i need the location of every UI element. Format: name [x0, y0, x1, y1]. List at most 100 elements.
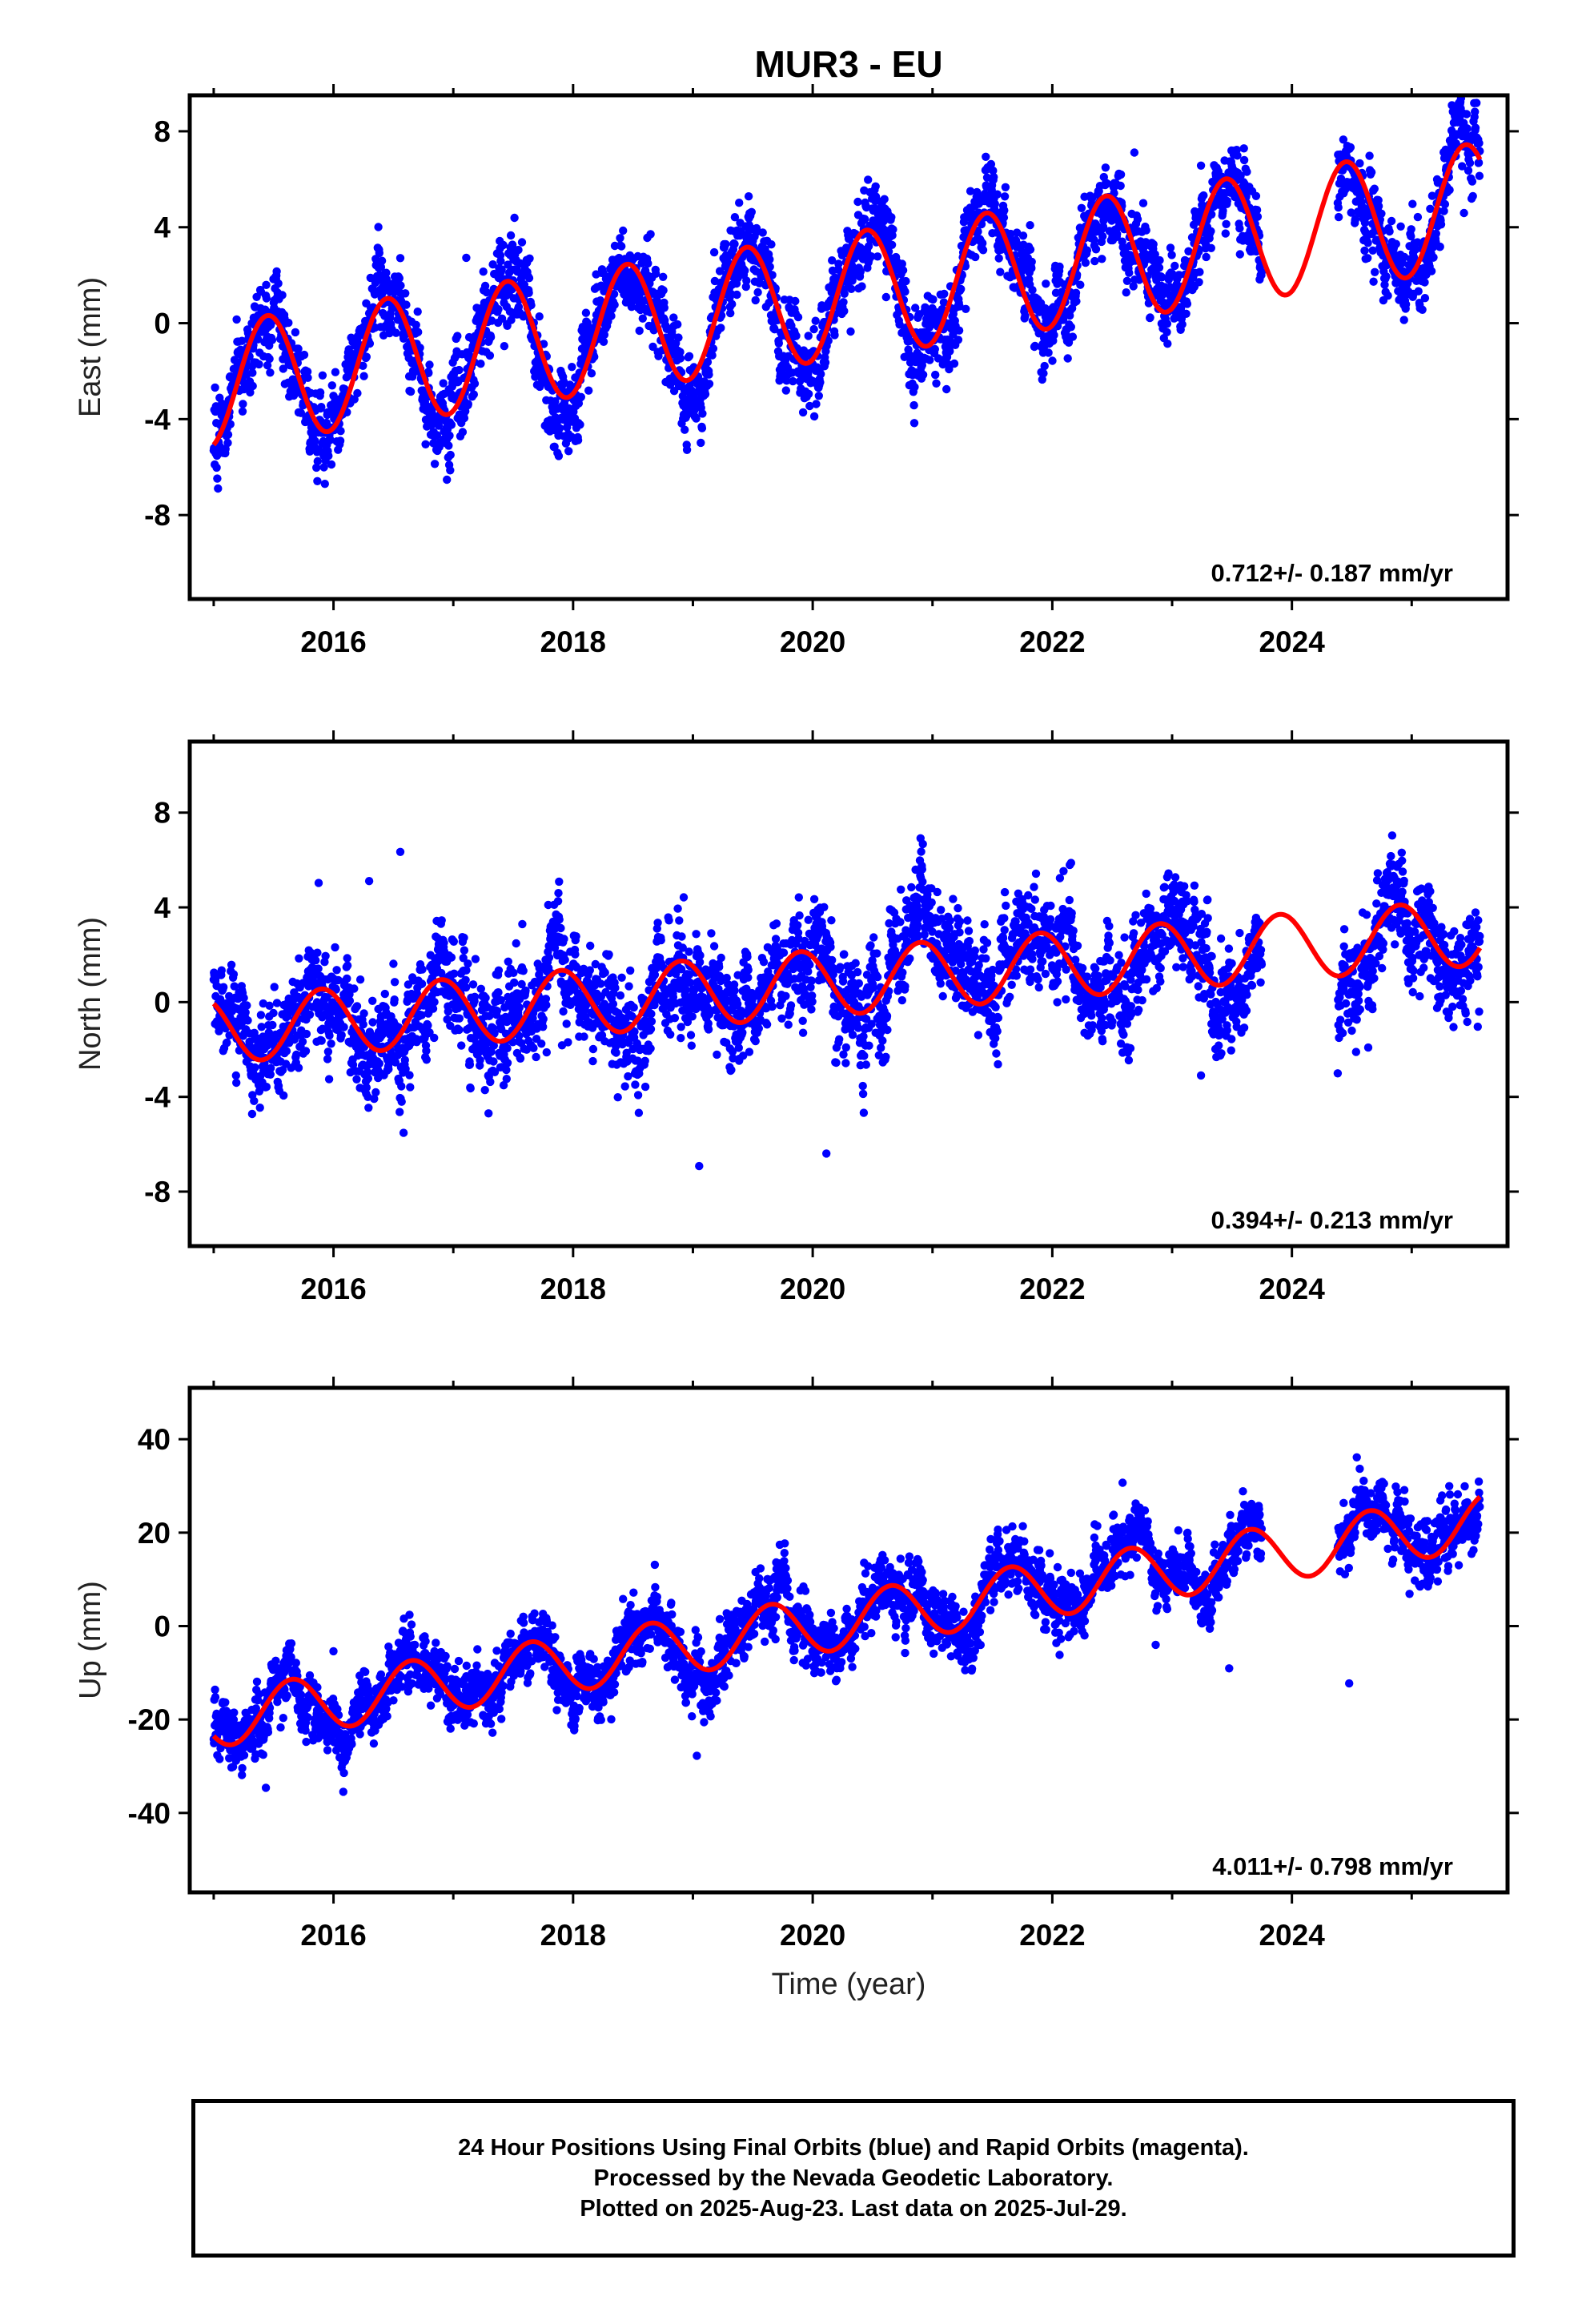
- data-point: [507, 316, 516, 324]
- data-point: [765, 262, 774, 271]
- data-point: [1235, 224, 1244, 233]
- data-point: [674, 333, 683, 342]
- data-point: [319, 463, 328, 472]
- data-point: [620, 1082, 629, 1091]
- data-point: [765, 255, 774, 264]
- data-point: [1081, 258, 1090, 267]
- data-point: [676, 348, 685, 356]
- data-point: [1207, 243, 1216, 252]
- data-point: [1195, 267, 1204, 276]
- data-point: [500, 342, 509, 351]
- data-point: [932, 379, 941, 388]
- data-point: [1098, 255, 1106, 263]
- data-point: [604, 950, 613, 959]
- data-point: [753, 287, 762, 297]
- data-point: [918, 370, 928, 380]
- data-point: [1155, 255, 1164, 265]
- data-point: [223, 1038, 231, 1047]
- data-point: [646, 230, 655, 239]
- data-point: [708, 351, 717, 360]
- data-point: [232, 1078, 241, 1088]
- data-point: [887, 213, 896, 222]
- data-point: [527, 300, 536, 310]
- data-point: [571, 950, 580, 959]
- data-point: [1219, 206, 1227, 215]
- data-point: [1082, 246, 1092, 255]
- data-point: [559, 1007, 568, 1016]
- data-point: [428, 1004, 438, 1013]
- data-point: [1090, 256, 1099, 266]
- data-point: [368, 1018, 377, 1027]
- data-point: [1071, 288, 1081, 297]
- x-tick-label: 2018: [540, 625, 606, 658]
- x-tick-label: 2022: [1019, 625, 1085, 658]
- data-point: [1440, 199, 1450, 209]
- data-point: [946, 347, 954, 356]
- data-point: [979, 50, 987, 58]
- data-point: [1257, 267, 1267, 276]
- data-point: [1413, 212, 1423, 222]
- data-point: [464, 959, 472, 968]
- data-point: [363, 1092, 372, 1102]
- data-point: [1239, 155, 1249, 165]
- data-point: [692, 414, 701, 423]
- data-point: [1116, 181, 1125, 191]
- data-point: [417, 979, 427, 988]
- data-point: [299, 350, 309, 360]
- data-point: [443, 1015, 452, 1024]
- data-point: [430, 1033, 439, 1043]
- data-point: [335, 436, 345, 445]
- data-point: [455, 365, 464, 375]
- east-rate-label: 0.712+/- 0.187 mm/yr: [1211, 559, 1453, 587]
- data-point: [529, 1043, 538, 1052]
- data-point: [1408, 199, 1417, 208]
- data-point: [265, 1001, 274, 1011]
- data-point: [539, 1023, 548, 1031]
- data-point: [444, 1007, 452, 1016]
- data-point: [251, 1063, 259, 1072]
- data-point: [1334, 212, 1343, 222]
- data-point: [1365, 151, 1374, 160]
- data-point: [458, 428, 468, 436]
- data-point: [1407, 225, 1415, 234]
- data-point: [611, 983, 620, 992]
- data-point: [804, 389, 813, 399]
- data-point: [812, 400, 821, 408]
- data-point: [880, 195, 889, 203]
- data-point: [562, 1019, 571, 1028]
- data-point: [1055, 262, 1064, 271]
- data-point: [1195, 278, 1203, 287]
- data-point: [476, 1055, 484, 1065]
- data-point: [313, 948, 322, 957]
- data-point: [1042, 279, 1050, 288]
- data-point: [1407, 231, 1415, 241]
- data-point: [484, 1109, 493, 1118]
- data-point: [1040, 361, 1049, 371]
- data-point: [350, 984, 359, 993]
- data-point: [626, 966, 635, 975]
- data-point: [268, 1020, 277, 1030]
- data-point: [580, 1032, 588, 1041]
- data-point: [659, 286, 668, 295]
- data-point: [982, 152, 990, 161]
- data-point: [243, 1001, 251, 1010]
- data-point: [450, 969, 459, 979]
- data-point: [490, 1068, 500, 1077]
- data-point: [337, 1031, 346, 1039]
- data-point: [909, 419, 919, 428]
- data-point: [612, 1048, 620, 1057]
- data-point: [311, 436, 319, 445]
- data-point: [1374, 202, 1383, 211]
- data-point: [323, 1047, 333, 1056]
- data-point: [499, 240, 508, 250]
- data-point: [1133, 215, 1142, 223]
- data-point: [492, 1007, 502, 1015]
- data-point: [326, 436, 335, 444]
- data-point: [375, 1059, 383, 1068]
- data-point: [396, 281, 405, 290]
- data-point: [457, 1041, 466, 1050]
- data-point: [1122, 276, 1132, 285]
- data-point: [1223, 196, 1232, 206]
- data-point: [497, 265, 506, 274]
- data-point: [1399, 252, 1409, 262]
